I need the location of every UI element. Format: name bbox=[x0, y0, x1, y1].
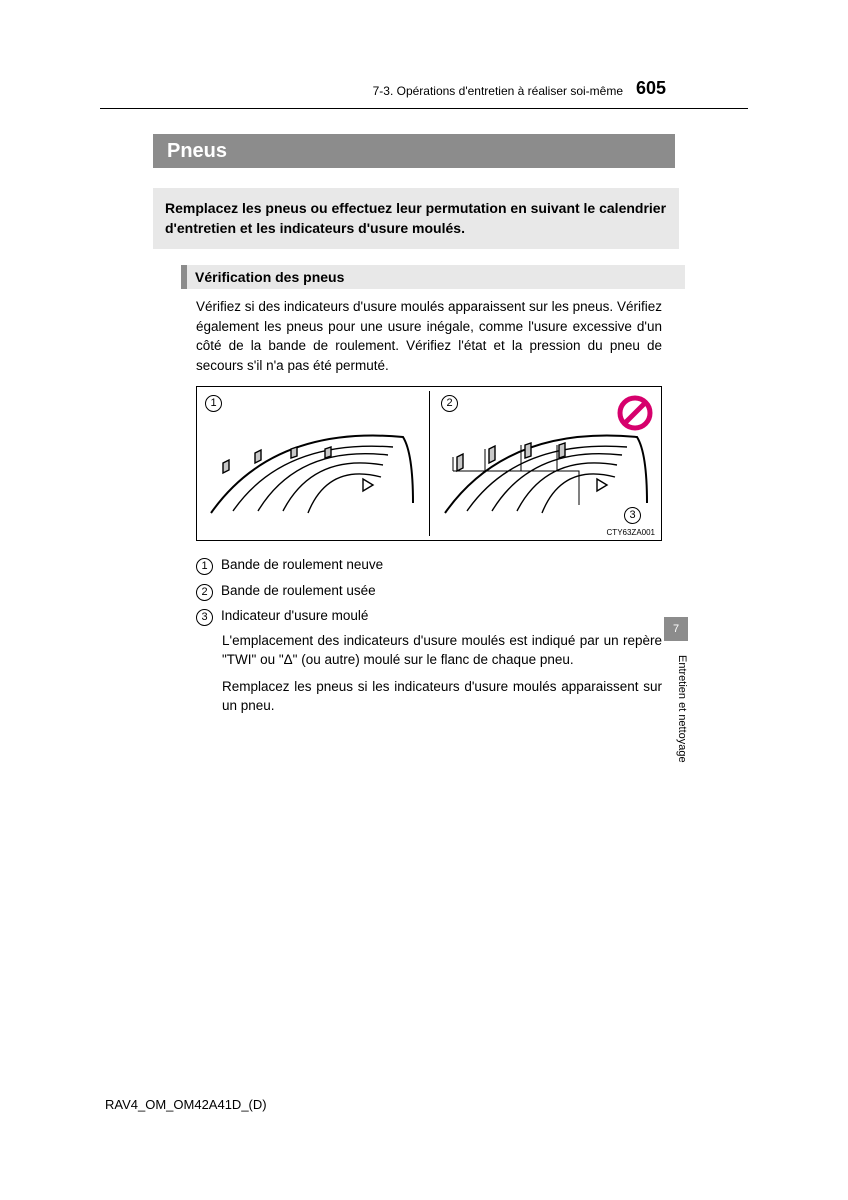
legend-item: 1 Bande de roulement neuve bbox=[196, 553, 662, 577]
explanation-p1: L'emplacement des indicateurs d'usure mo… bbox=[222, 632, 662, 670]
legend-item: 3 Indicateur d'usure moulé bbox=[196, 604, 662, 628]
legend: 1 Bande de roulement neuve 2 Bande de ro… bbox=[196, 553, 662, 630]
callout-3: 3 bbox=[624, 507, 641, 524]
legend-num-3: 3 bbox=[196, 609, 213, 626]
section-title: Pneus bbox=[153, 134, 675, 168]
page: 7-3. Opérations d'entretien à réaliser s… bbox=[0, 0, 848, 1200]
callout-2: 2 bbox=[441, 395, 458, 412]
header-rule bbox=[100, 108, 748, 109]
figure-divider bbox=[429, 391, 430, 536]
legend-num-1: 1 bbox=[196, 558, 213, 575]
legend-num-2: 2 bbox=[196, 584, 213, 601]
figure-code: CTY63ZA001 bbox=[607, 528, 655, 537]
tire-figure: 1 2 3 CTY63ZA001 bbox=[196, 386, 662, 541]
prohibition-icon bbox=[617, 395, 653, 431]
chapter-label: Entretien et nettoyage bbox=[664, 655, 688, 763]
callout-1: 1 bbox=[205, 395, 222, 412]
legend-text-2: Bande de roulement usée bbox=[221, 579, 376, 603]
footer-code: RAV4_OM_OM42A41D_(D) bbox=[105, 1097, 267, 1112]
subsection-heading: Vérification des pneus bbox=[181, 265, 685, 289]
intro-text: Remplacez les pneus ou effectuez leur pe… bbox=[153, 188, 679, 249]
tire-new-icon bbox=[203, 413, 423, 531]
header-breadcrumb: 7-3. Opérations d'entretien à réaliser s… bbox=[373, 84, 623, 98]
legend-text-3: Indicateur d'usure moulé bbox=[221, 604, 368, 628]
body-paragraph: Vérifiez si des indicateurs d'usure moul… bbox=[196, 297, 662, 375]
legend-text-1: Bande de roulement neuve bbox=[221, 553, 383, 577]
explanation-p2: Remplacez les pneus si les indicateurs d… bbox=[222, 678, 662, 716]
explanation: L'emplacement des indicateurs d'usure mo… bbox=[222, 632, 662, 724]
legend-item: 2 Bande de roulement usée bbox=[196, 579, 662, 603]
chapter-tab: 7 bbox=[664, 617, 688, 641]
page-number: 605 bbox=[636, 78, 666, 99]
